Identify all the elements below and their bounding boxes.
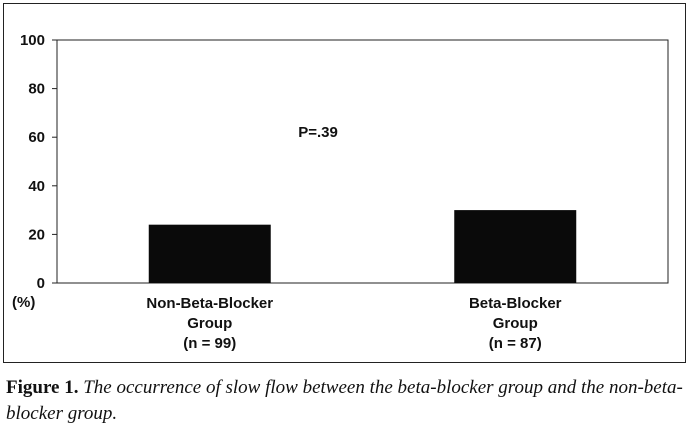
x-category-label-line: (n = 87) xyxy=(489,335,542,352)
figure-caption: Figure 1. The occurrence of slow flow be… xyxy=(6,375,688,427)
figure-frame: 0 20 40 60 80 100 Non-Beta-Blocker Group (n = 9… xyxy=(3,3,686,363)
p-value-annotation: P=.39 xyxy=(298,124,338,141)
x-category-label-line: (n = 99) xyxy=(183,335,236,352)
bar-chart: 0 20 40 60 80 100 Non-Beta-Blocker Group (n = 9… xyxy=(12,32,669,352)
x-category-label-line: Group xyxy=(493,315,538,332)
bars xyxy=(148,210,577,283)
bar-beta-blocker xyxy=(454,210,577,283)
x-category-label-line: Beta-Blocker xyxy=(469,295,562,312)
x-category-label-line: Non-Beta-Blocker xyxy=(146,295,273,312)
y-axis: 0 20 40 60 80 100 xyxy=(20,32,57,292)
x-category-label: Beta-Blocker Group (n = 87) xyxy=(469,295,562,352)
bar-non-beta-blocker xyxy=(148,224,271,283)
y-tick-label: 100 xyxy=(20,32,45,49)
x-axis-labels: Non-Beta-Blocker Group (n = 99) Beta-Blocke… xyxy=(146,295,561,352)
x-category-label: Non-Beta-Blocker Group (n = 99) xyxy=(146,295,273,352)
y-axis-unit-label: (%) xyxy=(12,294,35,311)
caption-text: The occurrence of slow flow between the … xyxy=(6,377,683,424)
y-tick-label: 60 xyxy=(28,129,45,146)
x-category-label-line: Group xyxy=(187,315,232,332)
y-tick-label: 20 xyxy=(28,226,45,243)
caption-label: Figure 1. xyxy=(6,377,79,398)
plot-area xyxy=(56,39,669,284)
plot-frame xyxy=(56,39,669,284)
y-tick-label: 40 xyxy=(28,178,45,195)
y-tick-label: 80 xyxy=(28,81,45,98)
y-tick-label: 0 xyxy=(37,275,45,292)
